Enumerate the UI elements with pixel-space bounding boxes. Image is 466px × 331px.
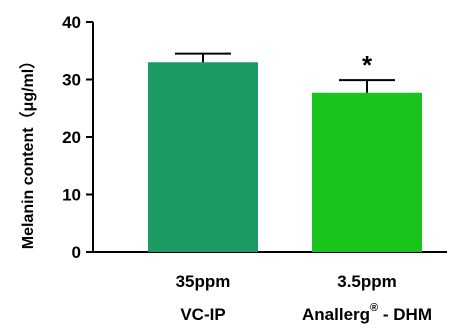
category-labels: 35ppm VC-IP 3.5ppm Anallerg® - DHM — [176, 272, 432, 324]
y-tick-label: 10 — [62, 186, 81, 205]
bars: * — [148, 50, 422, 252]
bar — [312, 92, 422, 252]
category-name-suffix: - DHM — [378, 305, 432, 324]
registered-mark: ® — [370, 302, 378, 314]
bar — [148, 62, 258, 252]
y-tick-label: 0 — [72, 243, 81, 262]
y-tick-label: 30 — [62, 71, 81, 90]
y-axis: 0 10 20 30 40 — [62, 13, 94, 262]
category-label-line1: 35ppm — [176, 272, 231, 291]
category-name: Anallerg — [302, 305, 370, 324]
category-name: VC-IP — [180, 305, 225, 324]
category-label-line2: Anallerg® - DHM — [302, 302, 432, 324]
y-tick-label: 40 — [62, 13, 81, 32]
category-label-line1: 3.5ppm — [337, 272, 397, 291]
y-axis-label: Melanin content（μg/ml） — [19, 53, 37, 249]
category-label-line2: VC-IP — [180, 305, 225, 324]
y-tick-label: 20 — [62, 128, 81, 147]
y-ticks: 0 10 20 30 40 — [62, 13, 93, 262]
significance-marker: * — [362, 50, 373, 80]
